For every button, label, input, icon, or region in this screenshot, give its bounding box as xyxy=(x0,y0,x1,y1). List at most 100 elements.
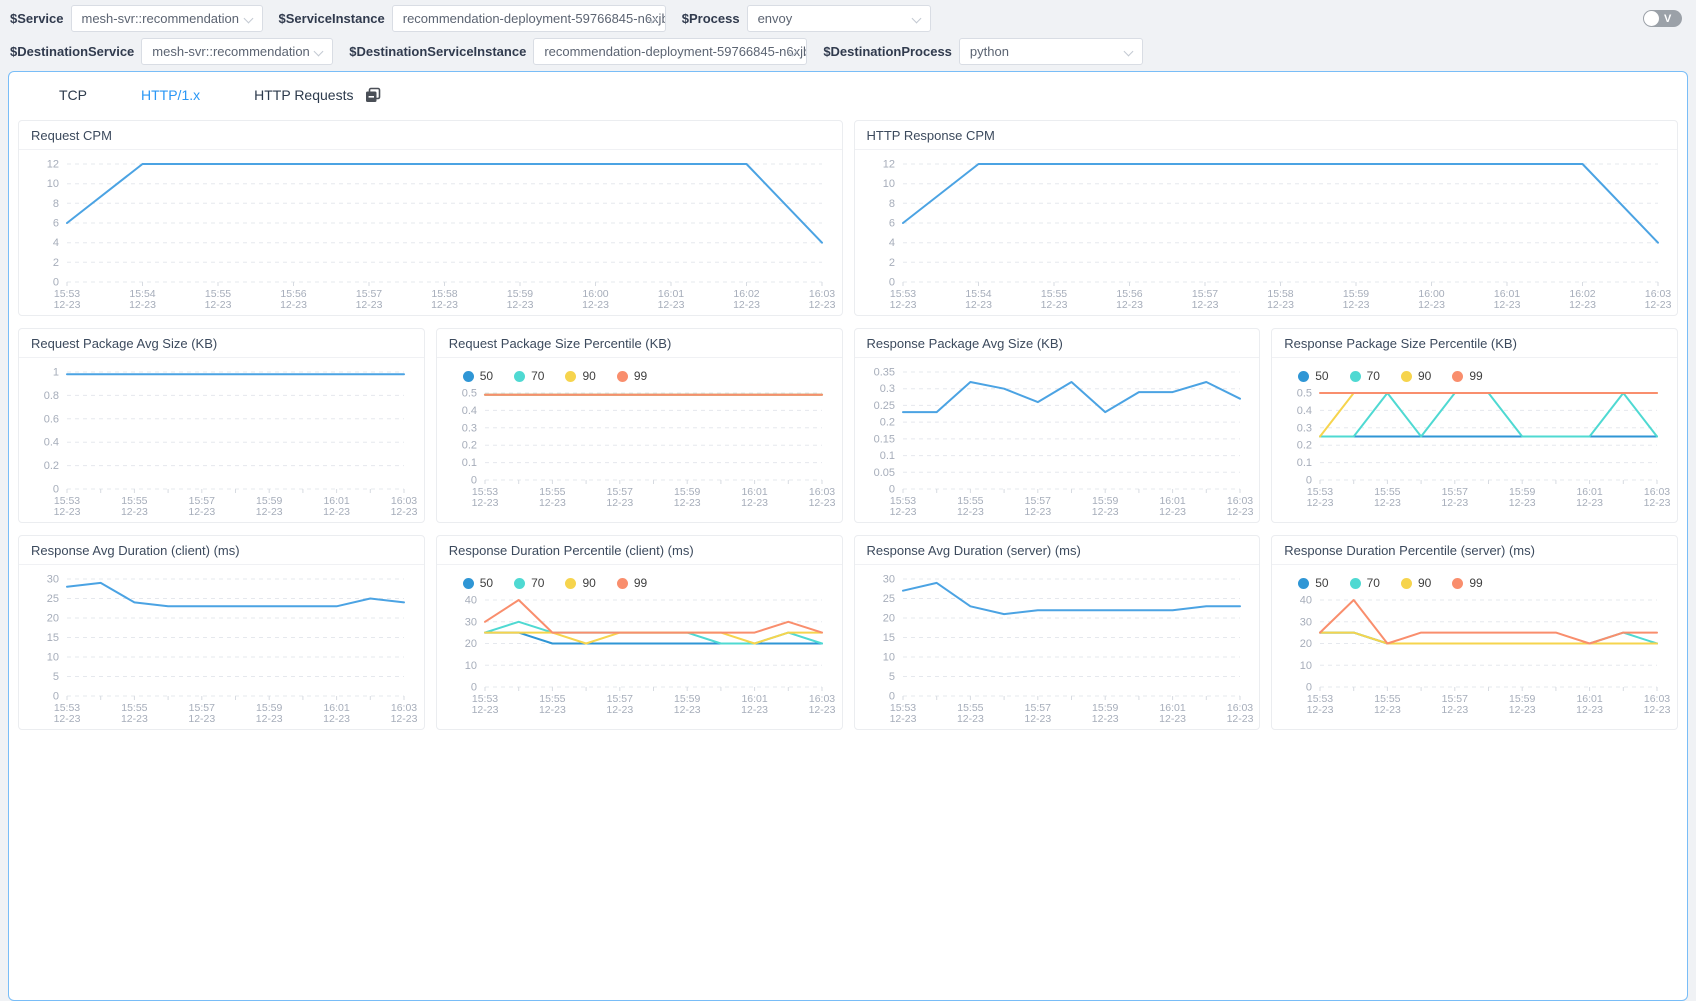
svg-text:4: 4 xyxy=(53,237,59,249)
svg-text:0.6: 0.6 xyxy=(44,413,59,425)
svg-text:16:03: 16:03 xyxy=(809,288,835,300)
tab-http-requests[interactable]: HTTP Requests xyxy=(254,87,354,103)
legend-item-99[interactable]: 99 xyxy=(616,369,647,383)
svg-text:12-23: 12-23 xyxy=(956,506,983,518)
svg-text:12-23: 12-23 xyxy=(539,704,566,716)
service-instance-select[interactable]: recommendation-deployment-59766845-n6xjb xyxy=(391,5,666,32)
svg-text:12-23: 12-23 xyxy=(1442,497,1469,509)
svg-text:12-23: 12-23 xyxy=(1569,299,1596,311)
chart-title: Response Duration Percentile (server) (m… xyxy=(1272,536,1677,565)
copy-icon[interactable] xyxy=(365,87,381,103)
svg-text:15:59: 15:59 xyxy=(256,702,282,714)
svg-text:15:55: 15:55 xyxy=(1040,288,1066,300)
legend-item-50[interactable]: 50 xyxy=(462,369,493,383)
svg-text:12-23: 12-23 xyxy=(1159,713,1186,725)
filter-destination-service-instance-label: $DestinationServiceInstance xyxy=(349,44,527,59)
svg-text:12-23: 12-23 xyxy=(1307,497,1334,509)
tab-tcp[interactable]: TCP xyxy=(59,87,87,103)
filter-row-source: $Service mesh-svr::recommendation $Servi… xyxy=(10,5,1686,32)
legend-label: 50 xyxy=(1315,369,1329,383)
legend-item-50[interactable]: 50 xyxy=(1298,369,1329,383)
svg-text:0.25: 0.25 xyxy=(873,400,894,412)
svg-text:15:53: 15:53 xyxy=(54,495,80,507)
chart-row-1: Request CPM 0 2 4 6 8 10 12 15:53 12-23 15:54 12-23… xyxy=(18,120,1678,316)
chart-svg: 00.10.20.30.40.515:5312-2315:5512-2315:5… xyxy=(461,388,835,510)
legend-label: 99 xyxy=(1469,369,1483,383)
chart-body: 0 0.05 0.1 0.15 0.2 0.25 0.3 0.35 15:53 12-23 15:5… xyxy=(855,358,1260,522)
svg-text:16:01: 16:01 xyxy=(1159,702,1185,714)
destination-process-select-value: python xyxy=(969,44,1009,59)
chart-body: 50 70 90 99 0 10 20 30 40 15:53 12-23 15:55 12-23 15:… xyxy=(437,565,842,720)
chart-title: Response Duration Percentile (client) (m… xyxy=(436,536,842,565)
legend-dot-icon xyxy=(565,577,577,589)
svg-text:12-23: 12-23 xyxy=(1024,506,1051,518)
legend-item-99[interactable]: 99 xyxy=(1452,576,1483,590)
svg-text:15:53: 15:53 xyxy=(889,288,915,300)
svg-text:12-23: 12-23 xyxy=(54,299,81,311)
svg-text:12-23: 12-23 xyxy=(539,497,566,509)
legend-dot-icon xyxy=(1400,370,1412,382)
svg-text:15:59: 15:59 xyxy=(1092,702,1118,714)
legend-item-90[interactable]: 90 xyxy=(1400,576,1432,590)
svg-text:12-23: 12-23 xyxy=(280,299,307,311)
legend-label: 99 xyxy=(633,576,648,590)
svg-text:16:01: 16:01 xyxy=(323,702,349,714)
legend-item-90[interactable]: 90 xyxy=(565,576,596,590)
svg-text:12-23: 12-23 xyxy=(1576,497,1603,509)
legend-label: 70 xyxy=(1366,576,1380,590)
svg-text:15:59: 15:59 xyxy=(1092,495,1118,507)
destination-service-instance-select[interactable]: recommendation-deployment-59766845-n6xjb xyxy=(533,38,808,65)
tab-bar: TCP HTTP/1.x HTTP Requests xyxy=(9,72,1687,118)
svg-text:5: 5 xyxy=(53,671,59,683)
svg-text:20: 20 xyxy=(47,613,59,625)
legend-item-99[interactable]: 99 xyxy=(1452,369,1483,383)
legend-item-50[interactable]: 50 xyxy=(462,576,494,590)
service-select[interactable]: mesh-svr::recommendation xyxy=(70,5,263,32)
legend-dot-icon xyxy=(616,577,628,589)
svg-text:10: 10 xyxy=(465,660,477,672)
svg-text:16:01: 16:01 xyxy=(741,693,767,705)
tab-http1x[interactable]: HTTP/1.x xyxy=(141,87,201,103)
destination-service-select[interactable]: mesh-svr::recommendation xyxy=(141,38,334,65)
destination-service-select-value: mesh-svr::recommendation xyxy=(152,44,310,59)
destination-process-select[interactable]: python xyxy=(958,38,1143,65)
svg-text:25: 25 xyxy=(882,593,894,605)
legend-item-70[interactable]: 70 xyxy=(1349,576,1380,590)
svg-text:30: 30 xyxy=(47,574,59,586)
svg-text:40: 40 xyxy=(1300,595,1312,607)
chart-body: 0 5 10 15 20 25 30 15:53 12-23 15:55 12-23 15:57 12-… xyxy=(19,565,424,729)
legend-label: 70 xyxy=(531,369,545,383)
legend-label: 50 xyxy=(1315,576,1329,590)
chart-card-response-duration-percentile-client: Response Duration Percentile (client) (m… xyxy=(435,535,843,730)
legend-item-90[interactable]: 90 xyxy=(1400,369,1431,383)
svg-text:0.1: 0.1 xyxy=(1297,457,1312,469)
process-select[interactable]: envoy xyxy=(746,5,931,32)
legend-label: 90 xyxy=(1417,576,1432,590)
svg-text:12-23: 12-23 xyxy=(674,704,701,716)
legend-item-70[interactable]: 70 xyxy=(1349,369,1380,383)
svg-text:16:03: 16:03 xyxy=(1644,486,1670,498)
legend-item-70[interactable]: 70 xyxy=(514,576,544,590)
svg-text:12-23: 12-23 xyxy=(741,704,768,716)
svg-text:12-23: 12-23 xyxy=(471,497,498,509)
v-toggle[interactable]: V xyxy=(1643,10,1682,27)
svg-text:15:59: 15:59 xyxy=(674,486,700,498)
chart-plot: 0 0.1 0.2 0.3 0.4 0.5 15:53 12-23 15:55 12-23 15:5… xyxy=(441,384,838,511)
legend-label: 50 xyxy=(479,576,494,590)
legend-item-99[interactable]: 99 xyxy=(616,576,648,590)
legend-item-90[interactable]: 90 xyxy=(565,369,596,383)
toggle-label: V xyxy=(1664,12,1672,25)
svg-text:0: 0 xyxy=(1306,475,1312,487)
chart-svg: 01020304015:5312-2315:5512-2315:5712-231… xyxy=(465,595,836,717)
svg-text:15:55: 15:55 xyxy=(205,288,231,300)
svg-text:15:57: 15:57 xyxy=(1024,495,1050,507)
legend-item-70[interactable]: 70 xyxy=(514,369,544,383)
svg-text:12-23: 12-23 xyxy=(1342,299,1369,311)
legend-item-50[interactable]: 50 xyxy=(1298,576,1329,590)
svg-text:15:59: 15:59 xyxy=(1342,288,1368,300)
svg-text:0.5: 0.5 xyxy=(461,388,476,400)
svg-text:6: 6 xyxy=(888,218,894,230)
chart-card-request-cpm: Request CPM 0 2 4 6 8 10 12 15:53 12-23 15:54 12-23… xyxy=(18,120,843,316)
svg-text:15:53: 15:53 xyxy=(1307,693,1333,705)
svg-text:2: 2 xyxy=(53,257,59,269)
